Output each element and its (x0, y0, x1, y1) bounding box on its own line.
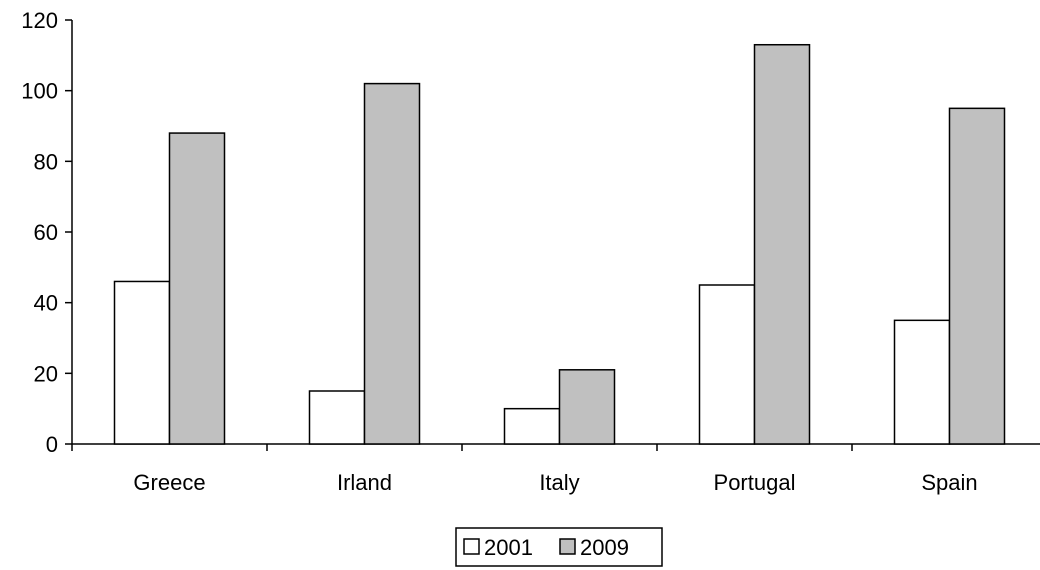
bar-2001-portugal (698, 284, 756, 445)
y-tick-label: 80 (34, 149, 58, 174)
x-tick-label: Greece (133, 470, 205, 495)
bar-2009-irland (363, 82, 421, 445)
bar-2001-greece (113, 280, 171, 445)
legend-box (455, 527, 663, 567)
bar-2001-italy (503, 407, 561, 445)
x-tick-label: Spain (921, 470, 977, 495)
x-tick-label: Irland (337, 470, 392, 495)
x-axis: Greece Irland Italy Portugal Spain (71, 443, 1040, 495)
legend-swatch-2001 (463, 538, 480, 555)
x-tick-label: Italy (539, 470, 579, 495)
bar-2009-portugal (753, 43, 811, 445)
y-tick-label: 60 (34, 220, 58, 245)
y-tick-label: 20 (34, 361, 58, 386)
bar-2001-spain (893, 319, 951, 445)
x-tick-label: Portugal (714, 470, 796, 495)
bar-2009-spain (948, 107, 1006, 445)
legend-label-2009: 2009 (580, 535, 629, 560)
legend-swatch-2009 (559, 538, 576, 555)
bar-2009-italy (558, 369, 616, 445)
bar-2001-irland (308, 390, 366, 445)
legend-label-2001: 2001 (484, 535, 533, 560)
bar-2009-greece (168, 132, 226, 445)
y-tick-label: 100 (21, 79, 58, 104)
y-tick-label: 0 (46, 432, 58, 457)
bars (113, 43, 1006, 445)
y-tick-label: 40 (34, 291, 58, 316)
y-axis: 0 20 40 60 80 100 120 (21, 8, 73, 457)
y-tick-label: 120 (21, 8, 58, 33)
legend: 2001 2009 (455, 527, 663, 567)
